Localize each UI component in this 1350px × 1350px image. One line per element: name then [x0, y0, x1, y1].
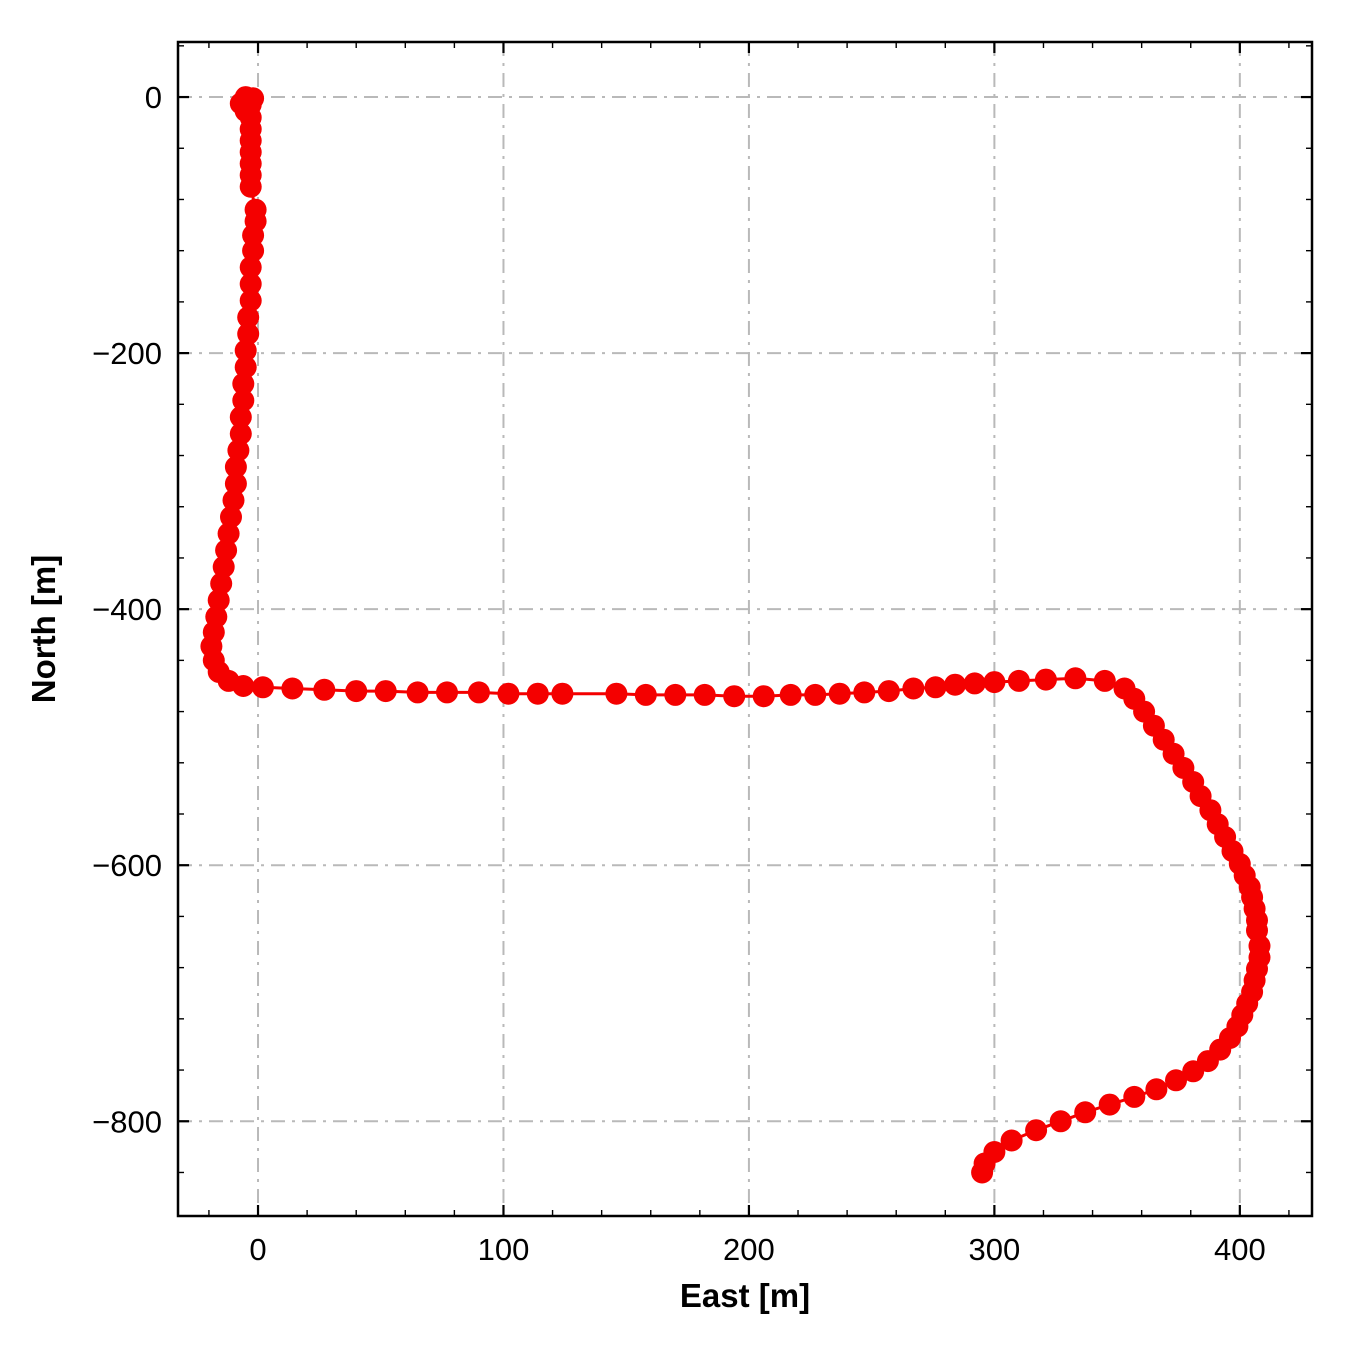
y-tick-label: −600	[92, 848, 162, 883]
y-tick-label: −800	[92, 1104, 162, 1139]
grid-layer	[178, 42, 1312, 1216]
tick-labels-layer: 0 100 200 300 400 0 −200 −400 −600 −800	[92, 80, 1266, 1267]
axes-frame-layer	[176, 40, 1314, 1218]
x-tick-label: 300	[969, 1232, 1021, 1267]
y-tick-label: −200	[92, 336, 162, 371]
y-tick-label: −400	[92, 592, 162, 627]
x-tick-label: 0	[249, 1232, 266, 1267]
y-axis-label: North [m]	[25, 555, 62, 703]
x-tick-label: 200	[723, 1232, 775, 1267]
x-tick-label: 100	[478, 1232, 530, 1267]
y-tick-label: 0	[145, 80, 162, 115]
x-axis-label: East [m]	[680, 1277, 810, 1314]
x-tick-label: 400	[1214, 1232, 1266, 1267]
data-layer	[200, 86, 1271, 1184]
